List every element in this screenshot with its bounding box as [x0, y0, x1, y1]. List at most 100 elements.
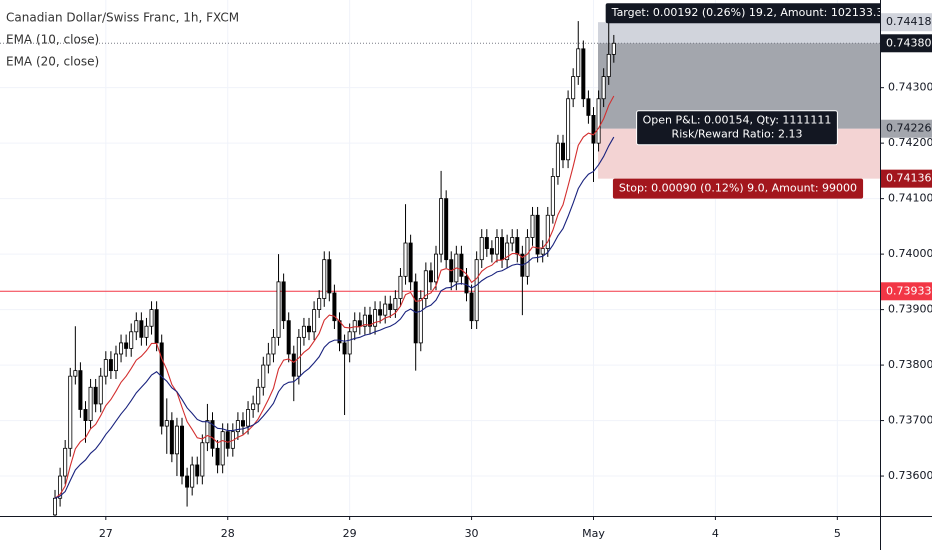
x-tick-label: 4: [712, 527, 719, 540]
candle-body: [63, 447, 68, 477]
candle-body: [474, 259, 479, 322]
price-label: 0.74136: [886, 172, 932, 185]
candle-body: [530, 214, 535, 238]
x-tick-label: 28: [221, 527, 235, 540]
candle-body: [357, 320, 362, 327]
legend-entry: EMA (20, close): [6, 55, 99, 69]
candle-body: [322, 259, 327, 299]
candle-body: [276, 281, 281, 338]
candle-body: [169, 420, 174, 455]
x-tick-label: 5: [834, 527, 841, 540]
candle-body: [261, 364, 266, 388]
candle-body: [561, 142, 566, 161]
price-label: 0.73933: [886, 284, 932, 297]
x-tick-label: 27: [99, 527, 113, 540]
candle-body: [286, 320, 291, 355]
candle-body: [601, 76, 606, 100]
x-tick-label: 29: [343, 527, 357, 540]
candle-body: [388, 303, 393, 310]
price-label-bg: [881, 13, 932, 32]
candle-body: [246, 409, 251, 427]
info-box-bg: [612, 178, 864, 199]
candle-body: [220, 431, 225, 466]
x-tick-label: May: [582, 527, 605, 540]
candle-body: [58, 475, 63, 499]
legend-entry: EMA (10, close): [6, 33, 99, 47]
price-label-bg: [881, 34, 932, 53]
info-box-text: Stop: 0.00090 (0.12%) 9.0, Amount: 99000: [619, 182, 857, 195]
candle-body: [83, 409, 88, 421]
candle-body: [586, 98, 591, 116]
y-tick-label: 0.74000: [888, 247, 932, 260]
candle-body: [403, 242, 408, 277]
candle-body: [611, 42, 616, 55]
candle-body: [494, 237, 499, 255]
candle-body: [337, 320, 342, 344]
price-label-bg: [881, 282, 932, 301]
candle-body: [444, 198, 449, 261]
time-axis: [0, 516, 932, 550]
candle-body: [235, 420, 240, 433]
candle-body: [373, 309, 378, 327]
price-label-bg: [881, 169, 932, 188]
candle-body: [113, 353, 118, 372]
candle-body: [307, 325, 312, 333]
y-tick-label: 0.74200: [888, 136, 932, 149]
info-box: Open P&L: 0.00154, Qty: 1111111Risk/Rewa…: [636, 110, 838, 146]
candle-body: [434, 253, 439, 283]
candle-body: [566, 98, 571, 161]
candle-body: [190, 464, 195, 488]
candle-body: [256, 386, 261, 405]
candle-body: [164, 420, 169, 427]
info-box-text: Risk/Reward Ratio: 2.13: [672, 128, 803, 141]
candle-body: [291, 353, 296, 377]
candle-body: [479, 237, 484, 261]
candle-body: [571, 76, 576, 100]
candle-body: [469, 292, 474, 322]
candle-body: [535, 214, 540, 255]
candle-body: [489, 248, 494, 255]
candle-body: [383, 303, 388, 316]
y-tick-label: 0.74300: [888, 81, 932, 94]
y-tick-label: 0.73900: [888, 303, 932, 316]
info-box-bg: [605, 3, 897, 24]
candle-body: [271, 336, 276, 355]
candle-body: [108, 359, 113, 372]
candle-body: [439, 198, 444, 255]
candle-body: [281, 281, 286, 322]
candle-body: [540, 248, 545, 255]
candle-body: [525, 237, 530, 277]
candle-body: [139, 320, 144, 338]
x-tick-label: 30: [465, 527, 479, 540]
candle-body: [240, 420, 245, 427]
candle-body: [459, 253, 464, 277]
y-tick-label: 0.73700: [888, 414, 932, 427]
chart-title: Canadian Dollar/Swiss Franc, 1h, FXCM: [6, 11, 239, 25]
candle-body: [418, 298, 423, 344]
candle-body: [53, 497, 58, 516]
candle-body: [301, 325, 306, 338]
y-tick-label: 0.74100: [888, 192, 932, 205]
candle-body: [195, 464, 200, 477]
candle-body: [576, 48, 581, 77]
candle-body: [78, 370, 83, 410]
candle-body: [134, 320, 139, 333]
info-box-text: Open P&L: 0.00154, Qty: 1111111: [643, 114, 832, 127]
candle-body: [144, 325, 149, 338]
candle-body: [505, 242, 510, 261]
candle-body: [423, 270, 428, 299]
candle-body: [119, 342, 124, 355]
candle-body: [103, 359, 108, 377]
candle-body: [342, 342, 347, 355]
candle-body: [515, 237, 520, 255]
candle-body: [500, 237, 505, 261]
candle-body: [215, 447, 220, 466]
candle-body: [555, 142, 560, 177]
candle-body: [149, 309, 154, 327]
candle-body: [88, 386, 93, 421]
candle-body: [606, 53, 611, 77]
candle-body: [398, 275, 403, 299]
price-label: 0.74418: [886, 15, 932, 28]
price-axis: [880, 0, 932, 550]
